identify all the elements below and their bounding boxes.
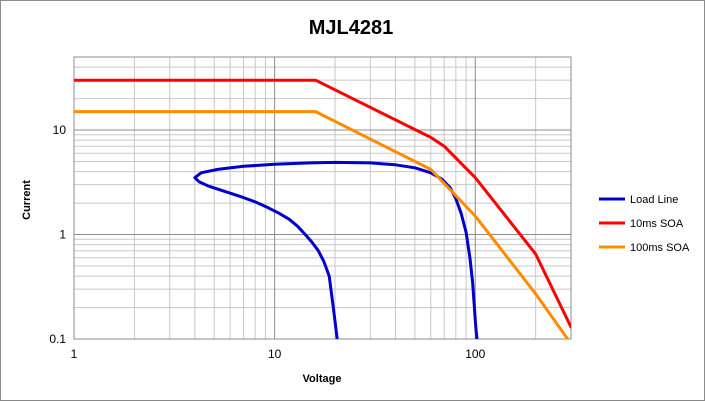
- x-tick-label: 10: [268, 347, 282, 361]
- series-layer: [74, 78, 571, 339]
- minor-gridlines: [74, 56, 572, 339]
- tick-labels: 1 10 100 0.1 1 10: [49, 123, 485, 361]
- series-line-load-line: [193, 160, 479, 339]
- y-tick-label: 1: [59, 228, 66, 242]
- legend-label-10ms-soa: 10ms SOA: [630, 218, 684, 230]
- major-gridlines: [73, 57, 571, 340]
- y-tick-label: 0.1: [49, 332, 66, 346]
- x-tick-label: 1: [71, 347, 78, 361]
- plot-area: [73, 56, 572, 340]
- series-line-100ms-soa: [74, 110, 570, 339]
- chart-title: MJL4281: [309, 17, 394, 39]
- x-axis-label: Voltage: [303, 373, 342, 385]
- y-axis-label: Current: [21, 180, 33, 220]
- series-line-10ms-soa: [74, 78, 571, 329]
- legend-label-load-line: Load Line: [630, 194, 678, 206]
- legend-label-100ms-soa: 100ms SOA: [630, 242, 690, 254]
- x-tick-label: 100: [465, 347, 485, 361]
- legend: Load Line 10ms SOA 100ms SOA: [599, 194, 690, 254]
- y-tick-label: 10: [53, 123, 67, 137]
